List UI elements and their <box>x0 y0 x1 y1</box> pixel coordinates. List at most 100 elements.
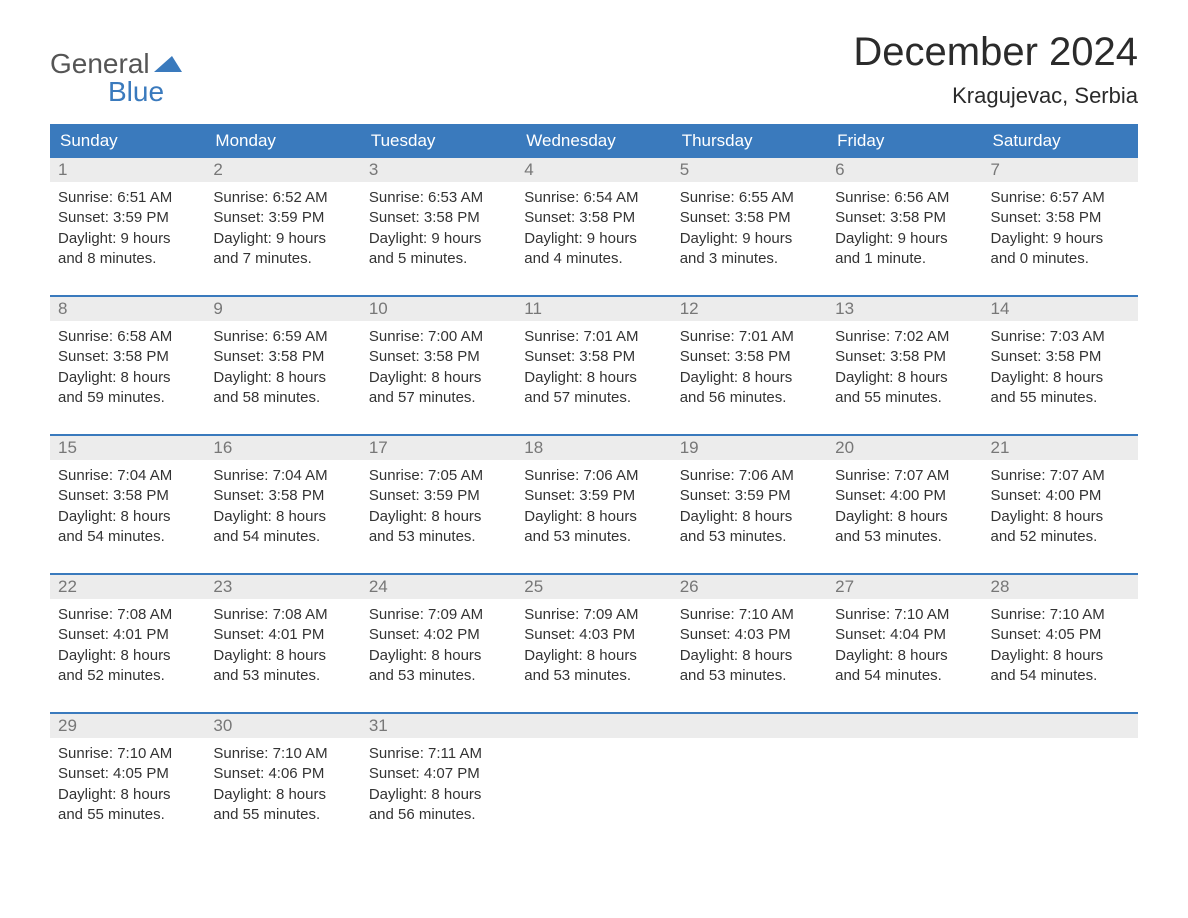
daylight-text: Daylight: 8 hours <box>524 507 663 527</box>
sunset-text: Sunset: 3:58 PM <box>680 208 819 228</box>
daylight-text-2: and 59 minutes. <box>58 388 197 408</box>
day-cell: 8Sunrise: 6:58 AMSunset: 3:58 PMDaylight… <box>50 297 205 416</box>
sunrise-text: Sunrise: 7:07 AM <box>835 466 974 486</box>
day-number: 29 <box>50 714 205 738</box>
daylight-text-2: and 53 minutes. <box>369 527 508 547</box>
sunset-text: Sunset: 3:58 PM <box>835 208 974 228</box>
day-cell <box>672 714 827 833</box>
daylight-text-2: and 54 minutes. <box>991 666 1130 686</box>
day-number <box>827 714 982 738</box>
day-number: 17 <box>361 436 516 460</box>
daylight-text: Daylight: 8 hours <box>991 646 1130 666</box>
day-number: 5 <box>672 158 827 182</box>
daylight-text-2: and 54 minutes. <box>213 527 352 547</box>
sunset-text: Sunset: 3:59 PM <box>680 486 819 506</box>
day-number: 14 <box>983 297 1138 321</box>
day-cell: 10Sunrise: 7:00 AMSunset: 3:58 PMDayligh… <box>361 297 516 416</box>
day-cell: 1Sunrise: 6:51 AMSunset: 3:59 PMDaylight… <box>50 158 205 277</box>
sunset-text: Sunset: 3:58 PM <box>58 486 197 506</box>
sunrise-text: Sunrise: 7:08 AM <box>58 605 197 625</box>
sunrise-text: Sunrise: 6:56 AM <box>835 188 974 208</box>
daylight-text-2: and 4 minutes. <box>524 249 663 269</box>
day-number: 3 <box>361 158 516 182</box>
daylight-text-2: and 55 minutes. <box>991 388 1130 408</box>
sunset-text: Sunset: 3:58 PM <box>524 347 663 367</box>
day-cell: 4Sunrise: 6:54 AMSunset: 3:58 PMDaylight… <box>516 158 671 277</box>
sunset-text: Sunset: 4:04 PM <box>835 625 974 645</box>
day-cell: 2Sunrise: 6:52 AMSunset: 3:59 PMDaylight… <box>205 158 360 277</box>
sunrise-text: Sunrise: 7:10 AM <box>991 605 1130 625</box>
logo-top-row: General <box>50 50 182 78</box>
daylight-text-2: and 55 minutes. <box>835 388 974 408</box>
daylight-text: Daylight: 8 hours <box>991 507 1130 527</box>
day-cell: 29Sunrise: 7:10 AMSunset: 4:05 PMDayligh… <box>50 714 205 833</box>
day-cell: 23Sunrise: 7:08 AMSunset: 4:01 PMDayligh… <box>205 575 360 694</box>
day-cell: 12Sunrise: 7:01 AMSunset: 3:58 PMDayligh… <box>672 297 827 416</box>
day-cell: 26Sunrise: 7:10 AMSunset: 4:03 PMDayligh… <box>672 575 827 694</box>
day-number: 2 <box>205 158 360 182</box>
day-number: 13 <box>827 297 982 321</box>
week-row: 8Sunrise: 6:58 AMSunset: 3:58 PMDaylight… <box>50 295 1138 416</box>
day-header: Friday <box>827 124 982 158</box>
daylight-text: Daylight: 8 hours <box>58 368 197 388</box>
day-header: Saturday <box>983 124 1138 158</box>
daylight-text: Daylight: 9 hours <box>369 229 508 249</box>
day-body: Sunrise: 7:10 AMSunset: 4:05 PMDaylight:… <box>50 738 205 833</box>
sunset-text: Sunset: 3:59 PM <box>524 486 663 506</box>
sunrise-text: Sunrise: 6:59 AM <box>213 327 352 347</box>
day-body: Sunrise: 6:54 AMSunset: 3:58 PMDaylight:… <box>516 182 671 277</box>
day-cell: 18Sunrise: 7:06 AMSunset: 3:59 PMDayligh… <box>516 436 671 555</box>
day-header: Tuesday <box>361 124 516 158</box>
day-number: 6 <box>827 158 982 182</box>
day-body: Sunrise: 7:04 AMSunset: 3:58 PMDaylight:… <box>50 460 205 555</box>
day-cell: 25Sunrise: 7:09 AMSunset: 4:03 PMDayligh… <box>516 575 671 694</box>
logo: General Blue <box>50 50 182 106</box>
daylight-text-2: and 57 minutes. <box>524 388 663 408</box>
sunset-text: Sunset: 4:05 PM <box>991 625 1130 645</box>
daylight-text: Daylight: 9 hours <box>991 229 1130 249</box>
sunrise-text: Sunrise: 7:11 AM <box>369 744 508 764</box>
day-body: Sunrise: 6:59 AMSunset: 3:58 PMDaylight:… <box>205 321 360 416</box>
sunset-text: Sunset: 4:02 PM <box>369 625 508 645</box>
sunrise-text: Sunrise: 7:03 AM <box>991 327 1130 347</box>
daylight-text: Daylight: 8 hours <box>835 646 974 666</box>
logo-flag-icon <box>154 54 182 74</box>
daylight-text-2: and 53 minutes. <box>524 527 663 547</box>
logo-word-general: General <box>50 50 150 78</box>
day-number: 25 <box>516 575 671 599</box>
daylight-text: Daylight: 8 hours <box>213 785 352 805</box>
sunrise-text: Sunrise: 6:54 AM <box>524 188 663 208</box>
day-body: Sunrise: 7:02 AMSunset: 3:58 PMDaylight:… <box>827 321 982 416</box>
daylight-text: Daylight: 8 hours <box>213 368 352 388</box>
day-body: Sunrise: 6:55 AMSunset: 3:58 PMDaylight:… <box>672 182 827 277</box>
daylight-text: Daylight: 8 hours <box>369 368 508 388</box>
sunrise-text: Sunrise: 6:55 AM <box>680 188 819 208</box>
daylight-text-2: and 3 minutes. <box>680 249 819 269</box>
day-number: 24 <box>361 575 516 599</box>
daylight-text-2: and 55 minutes. <box>58 805 197 825</box>
sunset-text: Sunset: 3:58 PM <box>369 208 508 228</box>
day-cell: 6Sunrise: 6:56 AMSunset: 3:58 PMDaylight… <box>827 158 982 277</box>
day-body: Sunrise: 7:06 AMSunset: 3:59 PMDaylight:… <box>672 460 827 555</box>
sunrise-text: Sunrise: 7:07 AM <box>991 466 1130 486</box>
daylight-text: Daylight: 9 hours <box>58 229 197 249</box>
sunrise-text: Sunrise: 7:10 AM <box>680 605 819 625</box>
day-cell: 30Sunrise: 7:10 AMSunset: 4:06 PMDayligh… <box>205 714 360 833</box>
day-number: 20 <box>827 436 982 460</box>
sunrise-text: Sunrise: 7:10 AM <box>213 744 352 764</box>
day-number: 1 <box>50 158 205 182</box>
daylight-text: Daylight: 9 hours <box>524 229 663 249</box>
sunrise-text: Sunrise: 7:02 AM <box>835 327 974 347</box>
logo-word-blue: Blue <box>108 78 182 106</box>
daylight-text-2: and 1 minute. <box>835 249 974 269</box>
daylight-text: Daylight: 9 hours <box>213 229 352 249</box>
daylight-text: Daylight: 8 hours <box>58 507 197 527</box>
daylight-text: Daylight: 8 hours <box>991 368 1130 388</box>
header: General Blue December 2024 Kragujevac, S… <box>50 30 1138 109</box>
sunset-text: Sunset: 4:05 PM <box>58 764 197 784</box>
day-body: Sunrise: 7:01 AMSunset: 3:58 PMDaylight:… <box>516 321 671 416</box>
day-number: 18 <box>516 436 671 460</box>
sunrise-text: Sunrise: 6:53 AM <box>369 188 508 208</box>
day-header: Wednesday <box>516 124 671 158</box>
day-header: Thursday <box>672 124 827 158</box>
